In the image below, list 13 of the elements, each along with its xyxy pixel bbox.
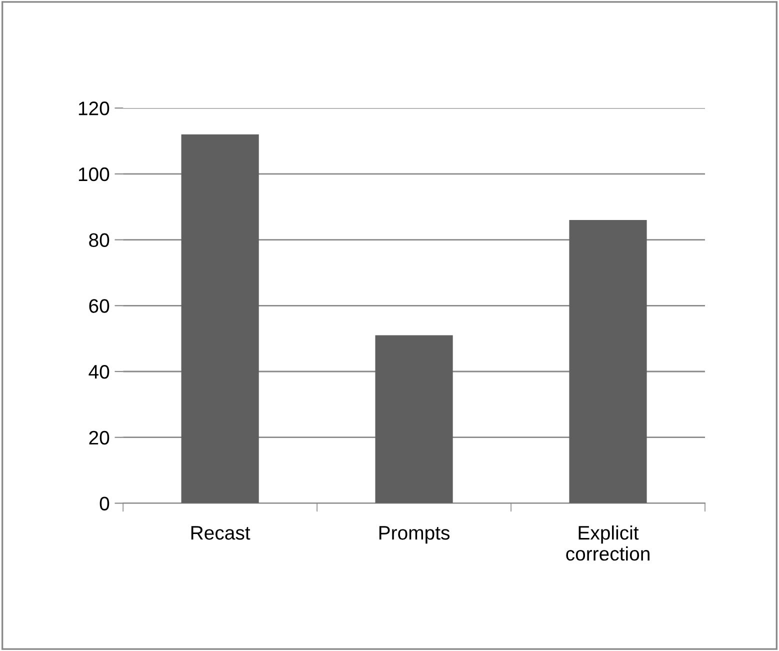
y-tick-label: 60 [89, 299, 110, 313]
y-tick-label: 40 [88, 364, 110, 379]
bar [375, 335, 453, 504]
x-tick-label: Recast [191, 526, 250, 540]
bar [181, 134, 259, 504]
bar [569, 220, 647, 504]
y-tick-label: 80 [89, 233, 110, 248]
y-tick-label: 0 [100, 496, 110, 510]
x-tick-label: Prompts [379, 526, 450, 544]
y-tick-label: 120 [78, 102, 110, 116]
y-tick-label: 20 [89, 430, 110, 445]
x-tick-label: Explicit correction [566, 525, 650, 561]
y-tick-label: 100 [78, 167, 110, 182]
